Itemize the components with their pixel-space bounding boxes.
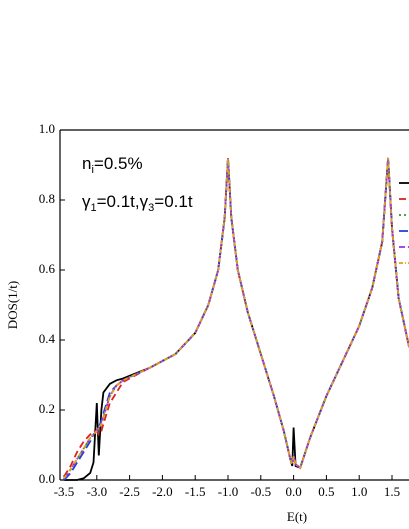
y-tick-label: 1.0 <box>39 121 55 136</box>
plot-area <box>63 157 409 481</box>
x-tick-label: -1.0 <box>218 484 239 499</box>
y-tick-label: 0.0 <box>39 471 55 486</box>
x-tick-label: -0.5 <box>251 484 272 499</box>
annotation-part: =0.1t,γ <box>97 192 149 211</box>
x-tick-label: -2.0 <box>152 484 173 499</box>
x-tick-label: -1.5 <box>185 484 206 499</box>
line-series <box>63 157 409 479</box>
x-tick-label: 0.0 <box>285 484 301 499</box>
annotation-part: =0.5% <box>94 154 143 173</box>
x-tick-label: -3.5 <box>54 484 75 499</box>
y-tick-label: 0.6 <box>39 261 56 276</box>
y-tick-label: 0.2 <box>39 401 55 416</box>
x-tick-label: -3.0 <box>87 484 108 499</box>
annotation: ni=0.5% <box>82 154 143 175</box>
y-tick-label: 0.8 <box>39 191 55 206</box>
y-tick-label: 0.4 <box>39 331 56 346</box>
x-tick-label: -2.5 <box>119 484 140 499</box>
x-tick-label: 1.0 <box>351 484 367 499</box>
annotation-part: n <box>82 154 91 173</box>
annotation-part: 3 <box>148 202 154 214</box>
annotation-part: γ <box>82 192 91 211</box>
annotation-part: i <box>91 164 93 176</box>
annotation-part: =0.1t <box>154 192 193 211</box>
y-axis-label: DOS(1/t) <box>5 281 20 329</box>
annotation: γ1=0.1t,γ3=0.1t <box>82 192 193 213</box>
x-tick-label: 0.5 <box>318 484 334 499</box>
x-tick-label: 1.5 <box>384 484 400 499</box>
x-axis-label: E(t) <box>287 509 307 524</box>
annotation-part: 1 <box>91 202 97 214</box>
